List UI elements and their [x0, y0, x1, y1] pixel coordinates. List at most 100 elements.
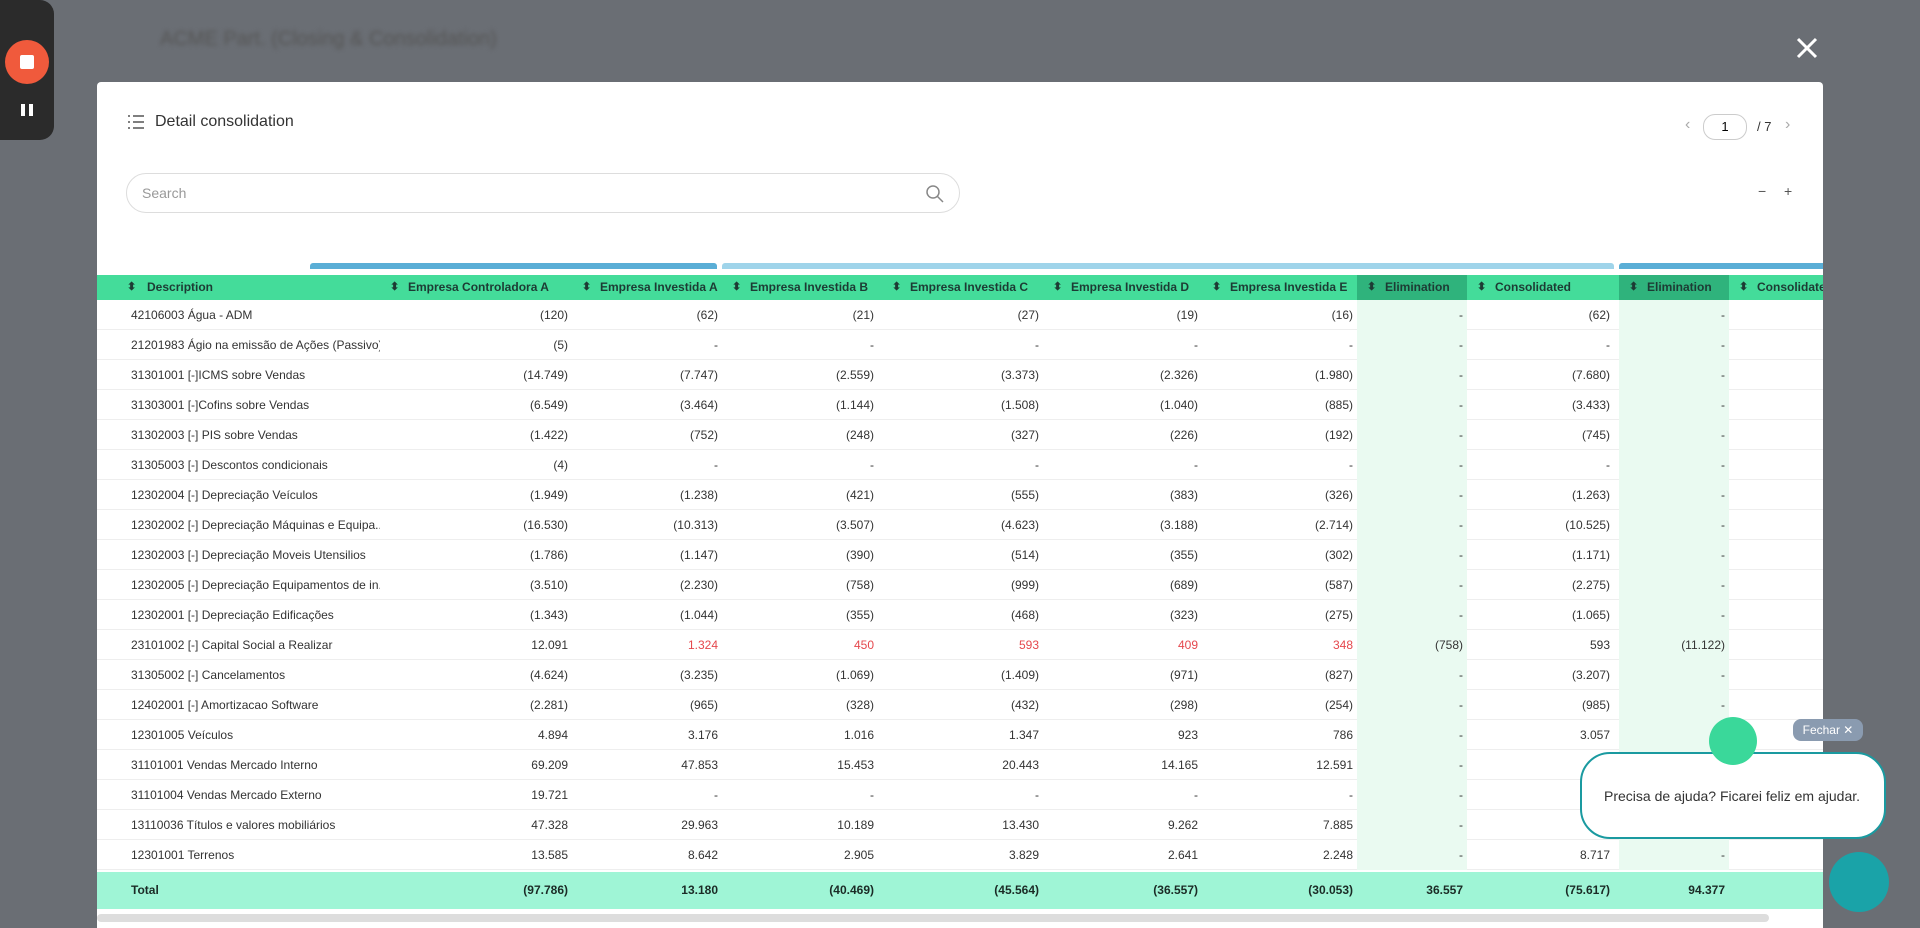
value-cell: (965) [689, 698, 718, 712]
total-cell: (45.564) [994, 883, 1039, 897]
value-cell: (3.507) [835, 518, 874, 532]
column-header[interactable]: Empresa Investida B ⬍ [722, 275, 878, 300]
expand-all[interactable]: + [1784, 183, 1793, 199]
sort-icon[interactable]: ⬍ [1053, 281, 1063, 293]
column-header[interactable]: Elimination ⬍ [1619, 275, 1729, 300]
value-cell: (2.281) [529, 698, 568, 712]
column-header[interactable]: Consolidated⬍ [1729, 275, 1823, 300]
value-cell: (3.373) [1000, 368, 1039, 382]
description-cell: 31303001 [-]Cofins sobre Vendas [131, 398, 310, 412]
total-cell: (97.786) [523, 883, 568, 897]
value-cell: (10.525) [1565, 518, 1610, 532]
value-cell: - [1194, 788, 1198, 802]
sort-icon[interactable]: ⬍ [1212, 281, 1222, 293]
total-label: Total [131, 883, 159, 897]
value-cell: (971) [1169, 668, 1198, 682]
value-cell: (1.949) [529, 488, 568, 502]
column-header[interactable]: Empresa Investida D ⬍ [1043, 275, 1202, 300]
value-cell: (587) [1324, 578, 1353, 592]
value-cell: - [1194, 338, 1198, 352]
column-header[interactable]: Empresa Controladora A ⬍ [380, 275, 572, 300]
value-cell: (32. [1729, 360, 1823, 390]
value-cell: 348 [1332, 638, 1353, 652]
sort-icon[interactable]: ⬍ [1367, 281, 1377, 293]
total-cell: (30.053) [1308, 883, 1353, 897]
value-cell: (62) [696, 308, 718, 322]
value-cell: (689) [1169, 578, 1198, 592]
description-cell: 23101002 [-] Capital Social a Realizar [131, 638, 333, 652]
value-cell: (1.343) [529, 608, 568, 622]
total-cell: (40.469) [829, 883, 874, 897]
elimination-bg [1357, 480, 1467, 510]
value-cell: 4.894 [537, 728, 568, 742]
value-cell: (2.230) [679, 578, 718, 592]
value-cell: 12.591 [1316, 758, 1353, 772]
value-cell: (514) [1010, 548, 1039, 562]
value-cell: 923 [1177, 728, 1198, 742]
next-page[interactable]: › [1785, 116, 1791, 133]
sort-icon[interactable]: ⬍ [390, 281, 400, 293]
value-cell: (7.680) [1571, 368, 1610, 382]
value-cell: 33 [1729, 840, 1823, 870]
total-cell: 13.180 [681, 883, 718, 897]
elimination-bg [1619, 690, 1729, 720]
value-cell: - [1035, 338, 1039, 352]
elimination-bg [1619, 840, 1729, 870]
chat-close[interactable]: Fechar ✕ [1793, 719, 1863, 741]
sort-icon[interactable]: ⬍ [582, 281, 592, 293]
sort-icon[interactable]: ⬍ [732, 281, 742, 293]
value-cell: (14.749) [523, 368, 568, 382]
value-cell: 2.641 [1167, 848, 1198, 862]
column-header[interactable]: Elimination ⬍ [1357, 275, 1467, 300]
value-cell: - [1721, 308, 1725, 322]
description-cell: 12302004 [-] Depreciação Veículos [131, 488, 318, 502]
value-cell: (10.313) [673, 518, 718, 532]
value-cell: 593 [1018, 638, 1039, 652]
elimination-bg [1619, 360, 1729, 390]
row-divider [97, 389, 1823, 390]
column-header[interactable]: Consolidated⬍ [1467, 275, 1614, 300]
prev-page[interactable]: ‹ [1685, 116, 1691, 133]
row-divider [97, 719, 1823, 720]
value-cell: - [1721, 698, 1725, 712]
elimination-bg [1619, 570, 1729, 600]
value-cell: 13.585 [531, 848, 568, 862]
row-divider [97, 749, 1823, 750]
column-header[interactable]: Empresa Investida A ⬍ [572, 275, 722, 300]
value-cell: (1.044) [679, 608, 718, 622]
description-cell: 31305002 [-] Cancelamentos [131, 668, 286, 682]
elimination-bg [1619, 480, 1729, 510]
sort-icon[interactable]: ⬍ [127, 281, 137, 293]
value-cell: (3.235) [679, 668, 718, 682]
column-header[interactable]: Empresa Investida E ⬍ [1202, 275, 1357, 300]
value-cell: - [1721, 398, 1725, 412]
value-cell: (21) [852, 308, 874, 322]
close-button[interactable] [1794, 35, 1820, 61]
value-cell: (326) [1324, 488, 1353, 502]
sort-icon[interactable]: ⬍ [1739, 281, 1749, 293]
value-cell: - [870, 788, 874, 802]
value-cell: 9.262 [1167, 818, 1198, 832]
value-cell: (1.238) [679, 488, 718, 502]
collapse-all[interactable]: − [1758, 183, 1767, 199]
page-input[interactable]: 1 [1703, 114, 1747, 140]
value-cell: (6.549) [529, 398, 568, 412]
sort-icon[interactable]: ⬍ [1477, 281, 1487, 293]
column-header[interactable]: Description ⬍ [97, 275, 380, 300]
value-cell: - [1349, 338, 1353, 352]
column-header[interactable]: Empresa Investida C ⬍ [882, 275, 1043, 300]
chat-avatar [1709, 717, 1757, 765]
sort-icon[interactable]: ⬍ [1629, 281, 1639, 293]
total-cell: (36.557) [1153, 883, 1198, 897]
value-cell: 47.853 [681, 758, 718, 772]
chat-button[interactable] [1829, 852, 1889, 912]
sort-icon[interactable]: ⬍ [892, 281, 902, 293]
search-box[interactable]: Search [126, 173, 960, 213]
table: Description ⬍ Empresa Controladora A ⬍ Empre… [97, 263, 1823, 928]
stop-button[interactable] [5, 40, 49, 84]
value-cell: (7.747) [679, 368, 718, 382]
chat-message: Precisa de ajuda? Ficarei feliz em ajuda… [1604, 788, 1861, 804]
value-cell: - [1721, 518, 1725, 532]
chat-bubble: Precisa de ajuda? Ficarei feliz em ajuda… [1580, 752, 1886, 839]
